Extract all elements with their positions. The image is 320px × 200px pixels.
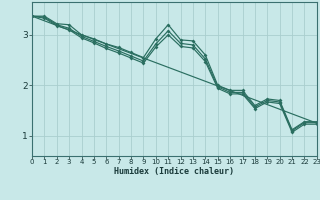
- X-axis label: Humidex (Indice chaleur): Humidex (Indice chaleur): [115, 167, 234, 176]
